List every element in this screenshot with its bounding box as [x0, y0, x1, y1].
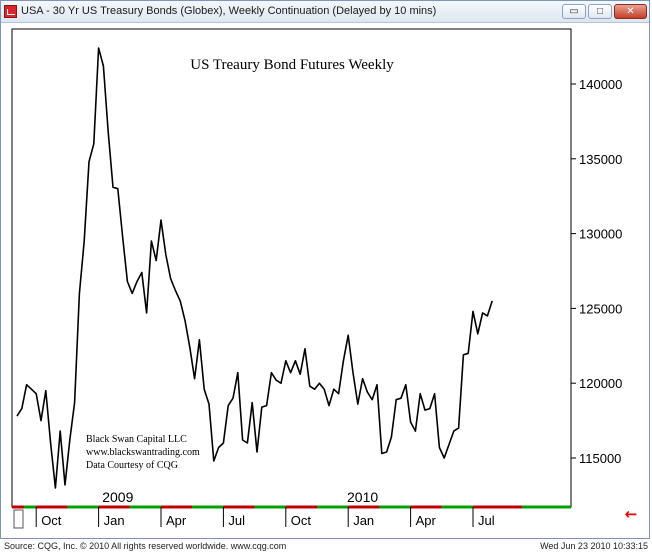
plot-frame — [11, 28, 572, 508]
chart-title: US Treaury Bond Futures Weekly — [190, 57, 394, 73]
year-labels: 2009 2010 — [102, 489, 378, 505]
window-title: USA - 30 Yr US Treasury Bonds (Globex), … — [21, 5, 437, 17]
scroll-left-arrow-icon[interactable]: ← — [625, 505, 638, 523]
x-tick-label: Jan — [353, 513, 374, 528]
y-axis: 115000 120000 125000 130000 135000 140000 — [571, 77, 622, 466]
year-label: 2009 — [102, 489, 133, 505]
year-label: 2010 — [347, 489, 378, 505]
maximize-button[interactable]: □ — [588, 4, 612, 19]
window-titlebar[interactable]: USA - 30 Yr US Treasury Bonds (Globex), … — [1, 1, 649, 23]
chart-canvas: US Treaury Bond Futures Weekly Black Swa… — [11, 28, 638, 529]
minimize-button[interactable]: ▭ — [562, 4, 586, 19]
y-tick-label: 140000 — [579, 77, 622, 92]
close-button[interactable]: ✕ — [614, 4, 647, 19]
y-tick-label: 135000 — [579, 152, 622, 167]
x-tick-label: Jul — [478, 513, 495, 528]
annotation-company: Black Swan Capital LLC — [86, 434, 187, 445]
footer-source: Source: CQG, Inc. © 2010 All rights rese… — [4, 541, 287, 551]
y-tick-label: 115000 — [579, 451, 621, 466]
price-series-line — [16, 47, 493, 489]
scrollbar-thumb[interactable] — [13, 509, 24, 529]
x-tick-label: Jul — [228, 513, 245, 528]
x-tick-label: Apr — [416, 513, 437, 528]
x-tick-label: Jan — [104, 513, 125, 528]
x-tick-label: Apr — [166, 513, 187, 528]
x-tick-label: Oct — [291, 513, 312, 528]
y-tick-label: 125000 — [579, 301, 622, 316]
y-tick-label: 120000 — [579, 376, 622, 391]
chart-app-icon[interactable] — [4, 5, 17, 18]
footer-timestamp: Wed Jun 23 2010 10:33:15 — [540, 541, 648, 551]
annotation-data-credit: Data Courtesy of CQG — [86, 460, 178, 471]
x-tick-label: Oct — [41, 513, 62, 528]
x-axis: Oct Jan Apr Jul Oct Jan Apr Jul — [12, 505, 571, 528]
y-tick-label: 130000 — [579, 227, 622, 242]
annotation-website: www.blackswantrading.com — [86, 447, 200, 458]
